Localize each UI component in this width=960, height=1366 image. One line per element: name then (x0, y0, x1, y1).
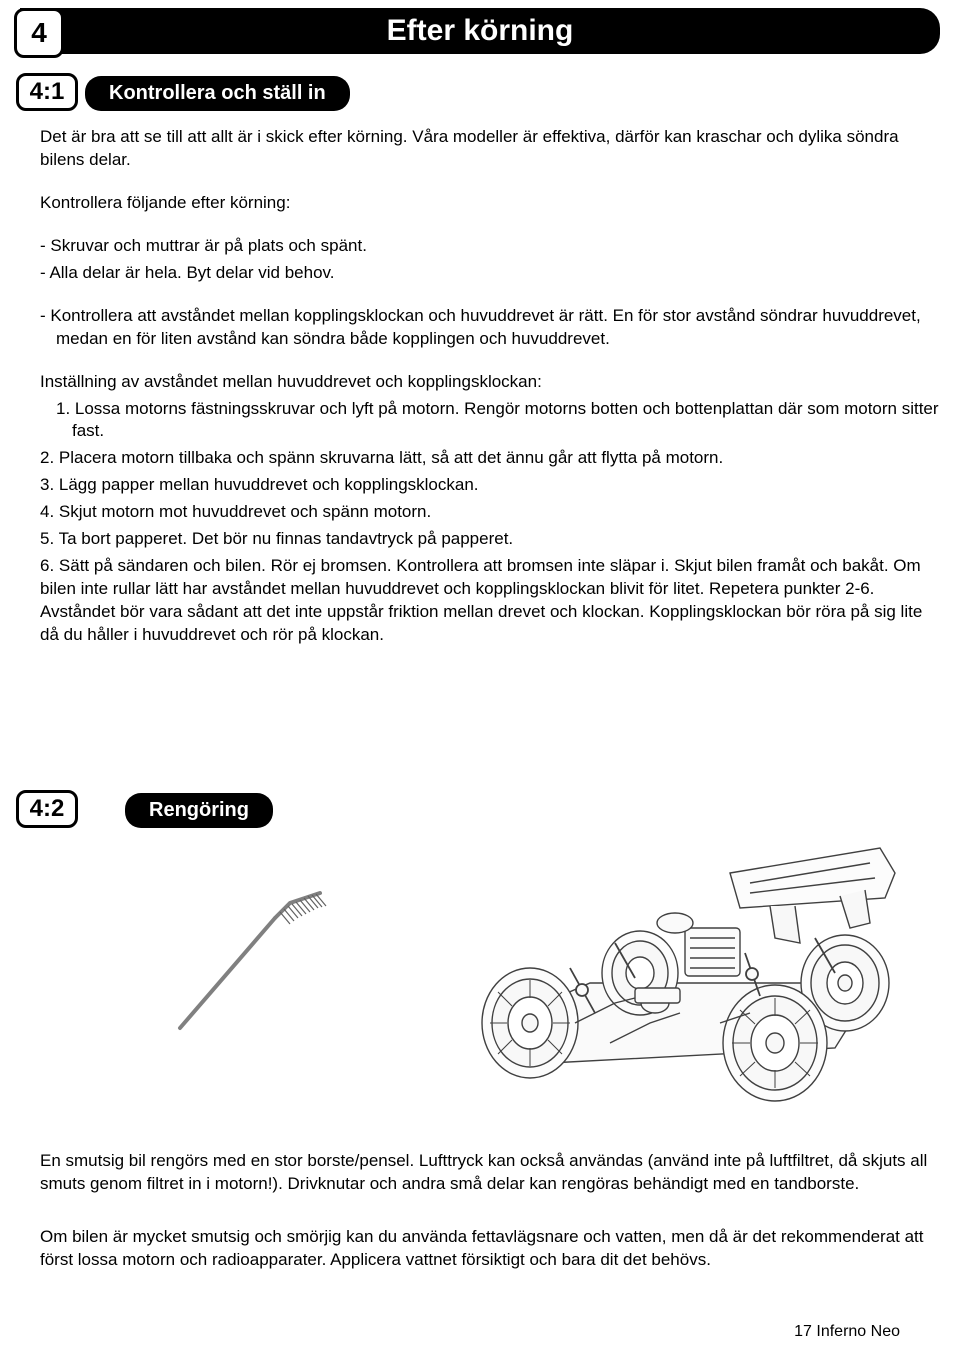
footer-text: 17 Inferno Neo (794, 1323, 900, 1340)
section-title-bar-1: Kontrollera och ställ in (85, 76, 350, 111)
section-1-body: Det är bra att se till att allt är i ski… (40, 126, 940, 647)
section-number-badge-1: 4:1 (16, 73, 78, 111)
chapter-number-badge: 4 (14, 8, 64, 58)
page-title-bar: Efter körning (20, 8, 940, 54)
bullet-1: - Skruvar och muttrar är på plats och sp… (40, 235, 940, 258)
section-1-check-intro: Kontrollera följande efter körning: (40, 192, 940, 215)
step-6: 6. Sätt på sändaren och bilen. Rör ej br… (40, 555, 940, 647)
bullet-3: - Kontrollera att avståndet mellan koppl… (40, 305, 940, 351)
section-number-badge-2: 4:2 (16, 790, 78, 828)
section-number-2: 4:2 (30, 795, 65, 823)
rc-car-illustration (440, 828, 920, 1118)
chapter-number: 4 (31, 17, 47, 49)
step-4: 4. Skjut motorn mot huvuddrevet och spän… (40, 501, 940, 524)
step-3: 3. Lägg papper mellan huvuddrevet och ko… (40, 474, 940, 497)
section-title-2: Rengöring (149, 799, 249, 821)
page-title: Efter körning (387, 14, 574, 47)
section-2-para-2: Om bilen är mycket smutsig och smörjig k… (40, 1226, 940, 1272)
step-5: 5. Ta bort papperet. Det bör nu finnas t… (40, 528, 940, 551)
setup-intro: Inställning av avståndet mellan huvuddre… (40, 371, 940, 394)
brush-illustration (160, 868, 340, 1048)
section-2-para-1: En smutsig bil rengörs med en stor borst… (40, 1150, 940, 1196)
section-2-body: En smutsig bil rengörs med en stor borst… (40, 1150, 940, 1302)
step-2: 2. Placera motorn tillbaka och spänn skr… (40, 447, 940, 470)
page-footer: 17 Inferno Neo (794, 1323, 900, 1341)
section-number-1: 4:1 (30, 78, 65, 106)
bullet-2: - Alla delar är hela. Byt delar vid beho… (40, 262, 940, 285)
section-title-1: Kontrollera och ställ in (109, 82, 326, 104)
section-1-intro: Det är bra att se till att allt är i ski… (40, 126, 940, 172)
section-title-bar-2: Rengöring (125, 793, 273, 828)
step-1: 1. Lossa motorns fästningsskruvar och ly… (40, 398, 940, 444)
